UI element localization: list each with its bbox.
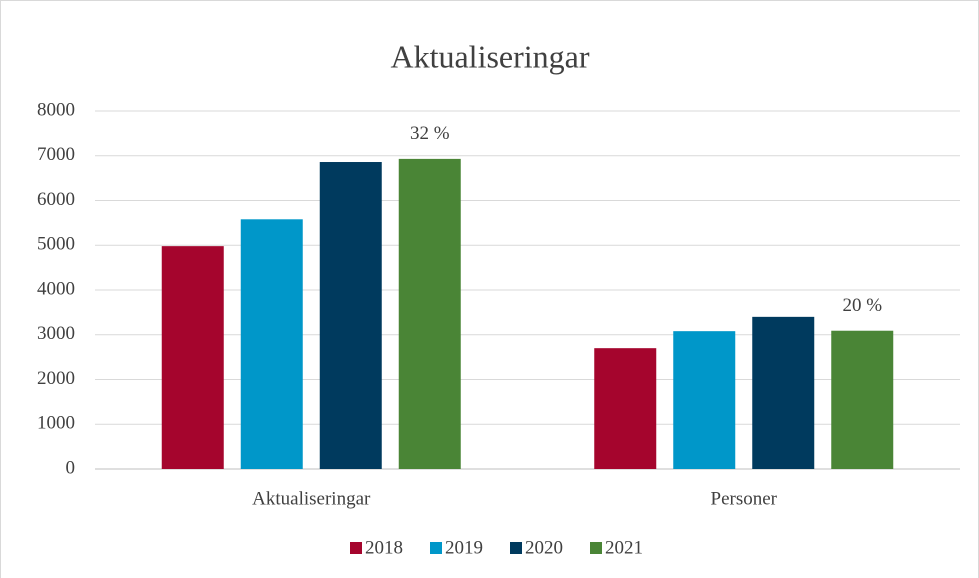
- bar: [398, 158, 461, 469]
- legend-swatch: [430, 542, 442, 554]
- y-tick-label: 5000: [37, 234, 75, 255]
- legend-label: 2021: [605, 537, 643, 558]
- legend-label: 2019: [445, 537, 483, 558]
- bar: [831, 330, 894, 469]
- x-tick-label: Personer: [711, 488, 778, 509]
- y-tick-label: 0: [66, 457, 76, 478]
- y-tick-label: 6000: [37, 189, 75, 210]
- bar: [673, 331, 736, 469]
- y-tick-label: 1000: [37, 413, 75, 434]
- bar: [319, 162, 382, 469]
- annotation: 20 %: [842, 295, 882, 316]
- chart-title: Aktualiseringar: [390, 38, 589, 74]
- bar: [752, 316, 815, 469]
- annotation: 32 %: [410, 123, 450, 144]
- bar: [161, 246, 224, 469]
- y-tick-label: 2000: [37, 368, 75, 389]
- legend-label: 2020: [525, 537, 563, 558]
- legend-swatch: [590, 542, 602, 554]
- y-tick-label: 7000: [37, 144, 75, 165]
- y-tick-label: 8000: [37, 99, 75, 120]
- y-tick-label: 3000: [37, 323, 75, 344]
- legend-swatch: [510, 542, 522, 554]
- legend-swatch: [350, 542, 362, 554]
- bar: [240, 219, 303, 469]
- x-tick-label: Aktualiseringar: [252, 488, 371, 509]
- legend-label: 2018: [365, 537, 403, 558]
- bar: [594, 348, 657, 469]
- y-tick-label: 4000: [37, 278, 75, 299]
